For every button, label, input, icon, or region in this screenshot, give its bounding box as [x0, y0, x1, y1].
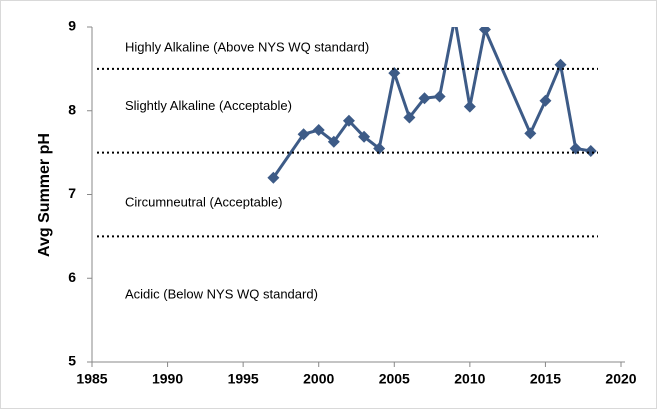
marker: [342, 114, 355, 127]
marker: [524, 127, 537, 140]
y-tick-label: 5: [68, 353, 76, 369]
annotation: Slightly Alkaline (Acceptable): [125, 98, 292, 113]
marker: [327, 135, 340, 148]
y-tick-label: 6: [68, 269, 76, 285]
y-axis-label: Avg Summer pH: [36, 133, 53, 257]
marker: [433, 90, 446, 103]
marker: [388, 67, 401, 80]
y-tick-label: 7: [68, 185, 76, 201]
marker: [569, 142, 582, 155]
x-tick-label: 2010: [454, 371, 485, 387]
marker: [539, 94, 552, 107]
annotation: Highly Alkaline (Above NYS WQ standard): [125, 39, 369, 54]
x-tick-label: 1995: [228, 371, 259, 387]
x-tick-label: 2015: [530, 371, 561, 387]
x-tick-label: 1985: [76, 371, 107, 387]
marker: [297, 128, 310, 141]
annotation: Acidic (Below NYS WQ standard): [125, 286, 318, 301]
marker: [312, 124, 325, 137]
y-tick-label: 8: [68, 101, 76, 117]
y-tick-label: 9: [68, 18, 76, 34]
marker: [554, 58, 567, 71]
x-tick-label: 2000: [303, 371, 334, 387]
x-tick-label: 2020: [605, 371, 636, 387]
x-tick-label: 2005: [379, 371, 410, 387]
x-tick-label: 1990: [152, 371, 183, 387]
marker: [403, 111, 416, 124]
marker: [478, 27, 491, 36]
marker: [418, 92, 431, 105]
marker: [373, 142, 386, 155]
annotation: Circumneutral (Acceptable): [125, 194, 283, 209]
marker: [463, 100, 476, 113]
marker: [358, 130, 371, 143]
plot-area: [267, 27, 597, 184]
marker: [267, 171, 280, 184]
marker: [584, 144, 597, 157]
